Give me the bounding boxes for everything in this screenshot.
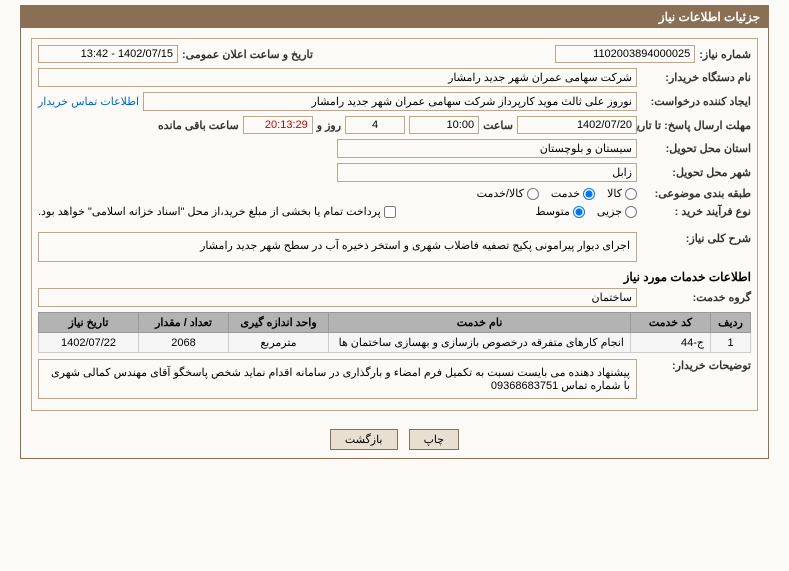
th-code: کد خدمت (631, 313, 711, 333)
deadline-time-label: ساعت (483, 119, 513, 132)
th-qty: تعداد / مقدار (139, 313, 229, 333)
row-service-group: گروه خدمت: ساختمان (38, 288, 751, 307)
td-date: 1402/07/22 (39, 333, 139, 353)
announcement-field: 1402/07/15 - 13:42 (38, 45, 178, 63)
td-code: ج-44 (631, 333, 711, 353)
need-desc-field: اجرای دیوار پیرامونی پکیج تصفیه فاضلاب ش… (38, 232, 637, 262)
radio-goods-label: کالا (607, 187, 622, 200)
radio-goods[interactable]: کالا (607, 187, 637, 200)
row-need-desc: شرح کلی نیاز: اجرای دیوار پیرامونی پکیج … (38, 232, 751, 262)
back-button[interactable]: بازگشت (330, 429, 398, 450)
td-qty: 2068 (139, 333, 229, 353)
th-date: تاریخ نیاز (39, 313, 139, 333)
row-deadline: مهلت ارسال پاسخ: تا تاریخ: 1402/07/20 سا… (38, 116, 751, 134)
td-name: انجام کارهای متفرقه درخصوص بازسازی و بهس… (329, 333, 631, 353)
deadline-remain: 20:13:29 (243, 116, 313, 134)
th-row: ردیف (711, 313, 751, 333)
deadline-date: 1402/07/20 (517, 116, 637, 134)
payment-note-check[interactable]: پرداخت تمام یا بخشی از مبلغ خرید،از محل … (38, 205, 396, 218)
radio-minor-label: جزیی (597, 205, 622, 218)
classification-label: طبقه بندی موضوعی: (641, 187, 751, 200)
main-panel: جزئیات اطلاعات نیاز شماره نیاز: 11020038… (20, 5, 769, 459)
radio-goods-input[interactable] (625, 188, 637, 200)
deadline-time: 10:00 (409, 116, 479, 134)
radio-both[interactable]: کالا/خدمت (477, 187, 539, 200)
td-row: 1 (711, 333, 751, 353)
th-unit: واحد اندازه گیری (229, 313, 329, 333)
table-header-row: ردیف کد خدمت نام خدمت واحد اندازه گیری ت… (39, 313, 751, 333)
radio-minor[interactable]: جزیی (597, 205, 637, 218)
td-unit: مترمربع (229, 333, 329, 353)
service-group-field: ساختمان (38, 288, 637, 307)
radio-medium-input[interactable] (573, 206, 585, 218)
radio-medium[interactable]: متوسط (535, 205, 585, 218)
province-field: سیستان و بلوچستان (337, 139, 637, 158)
contact-link[interactable]: اطلاعات تماس خریدار (38, 95, 139, 108)
row-province: استان محل تحویل: سیستان و بلوچستان (38, 139, 751, 158)
row-requester: ایجاد کننده درخواست: نوروز علی ثالث موید… (38, 92, 751, 111)
need-no-label: شماره نیاز: (699, 48, 751, 61)
requester-field: نوروز علی ثالث موید کارپرداز شرکت سهامی … (143, 92, 637, 111)
button-bar: چاپ بازگشت (21, 421, 768, 458)
province-label: استان محل تحویل: (641, 142, 751, 155)
payment-checkbox[interactable] (384, 206, 396, 218)
row-buyer-notes: توضیحات خریدار: پیشنهاد دهنده می بایست ن… (38, 359, 751, 399)
deadline-label: مهلت ارسال پاسخ: تا تاریخ: (641, 119, 751, 132)
radio-medium-label: متوسط (535, 205, 570, 218)
row-buyer-org: نام دستگاه خریدار: شرکت سهامی عمران شهر … (38, 68, 751, 87)
city-field: زابل (337, 163, 637, 182)
radio-both-label: کالا/خدمت (477, 187, 524, 200)
table-row: 1 ج-44 انجام کارهای متفرقه درخصوص بازساز… (39, 333, 751, 353)
buyer-notes-field: پیشنهاد دهنده می بایست نسبت به تکمیل فرم… (38, 359, 637, 399)
th-name: نام خدمت (329, 313, 631, 333)
city-label: شهر محل تحویل: (641, 166, 751, 179)
buyer-notes-label: توضیحات خریدار: (641, 359, 751, 372)
payment-note-text: پرداخت تمام یا بخشی از مبلغ خرید،از محل … (38, 205, 381, 218)
buyer-org-field: شرکت سهامی عمران شهر جدید رامشار (38, 68, 637, 87)
deadline-remain-label: ساعت باقی مانده (158, 119, 239, 132)
purchase-radios: جزیی متوسط (535, 205, 637, 218)
radio-service-input[interactable] (583, 188, 595, 200)
details-container: شماره نیاز: 1102003894000025 تاریخ و ساع… (31, 38, 758, 411)
deadline-days-label: روز و (317, 119, 341, 132)
service-group-label: گروه خدمت: (641, 291, 751, 304)
services-section-title: اطلاعات خدمات مورد نیاز (38, 270, 751, 284)
classification-radios: کالا خدمت کالا/خدمت (477, 187, 637, 200)
purchase-label: نوع فرآیند خرید : (641, 205, 751, 218)
row-purchase: نوع فرآیند خرید : جزیی متوسط پرداخت تمام… (38, 205, 751, 218)
need-desc-label: شرح کلی نیاز: (641, 232, 751, 245)
need-no-field: 1102003894000025 (555, 45, 695, 63)
services-table: ردیف کد خدمت نام خدمت واحد اندازه گیری ت… (38, 312, 751, 353)
radio-service-label: خدمت (551, 187, 580, 200)
panel-title: جزئیات اطلاعات نیاز (21, 6, 768, 28)
requester-label: ایجاد کننده درخواست: (641, 95, 751, 108)
radio-minor-input[interactable] (625, 206, 637, 218)
row-need-number: شماره نیاز: 1102003894000025 تاریخ و ساع… (38, 45, 751, 63)
radio-both-input[interactable] (527, 188, 539, 200)
row-classification: طبقه بندی موضوعی: کالا خدمت کالا/خدمت (38, 187, 751, 200)
radio-service[interactable]: خدمت (551, 187, 595, 200)
announcement-label: تاریخ و ساعت اعلان عمومی: (182, 48, 313, 61)
deadline-days: 4 (345, 116, 405, 134)
print-button[interactable]: چاپ (409, 429, 460, 450)
buyer-org-label: نام دستگاه خریدار: (641, 71, 751, 84)
row-city: شهر محل تحویل: زابل (38, 163, 751, 182)
